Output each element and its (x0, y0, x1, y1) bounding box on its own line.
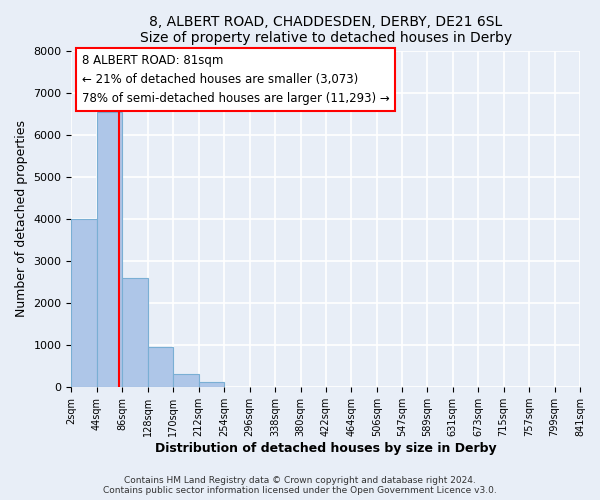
Bar (199, 382, 224, 387)
Bar (173, 374, 199, 387)
Bar (71, 219, 97, 387)
Text: 8 ALBERT ROAD: 81sqm
← 21% of detached houses are smaller (3,073)
78% of semi-de: 8 ALBERT ROAD: 81sqm ← 21% of detached h… (82, 54, 389, 105)
Y-axis label: Number of detached properties: Number of detached properties (15, 120, 28, 318)
Text: Contains HM Land Registry data © Crown copyright and database right 2024.
Contai: Contains HM Land Registry data © Crown c… (103, 476, 497, 495)
Bar (148, 347, 173, 387)
X-axis label: Distribution of detached houses by size in Derby: Distribution of detached houses by size … (155, 442, 497, 455)
Bar (97, 112, 122, 387)
Title: 8, ALBERT ROAD, CHADDESDEN, DERBY, DE21 6SL
Size of property relative to detache: 8, ALBERT ROAD, CHADDESDEN, DERBY, DE21 … (140, 15, 512, 45)
Bar (122, 278, 148, 387)
